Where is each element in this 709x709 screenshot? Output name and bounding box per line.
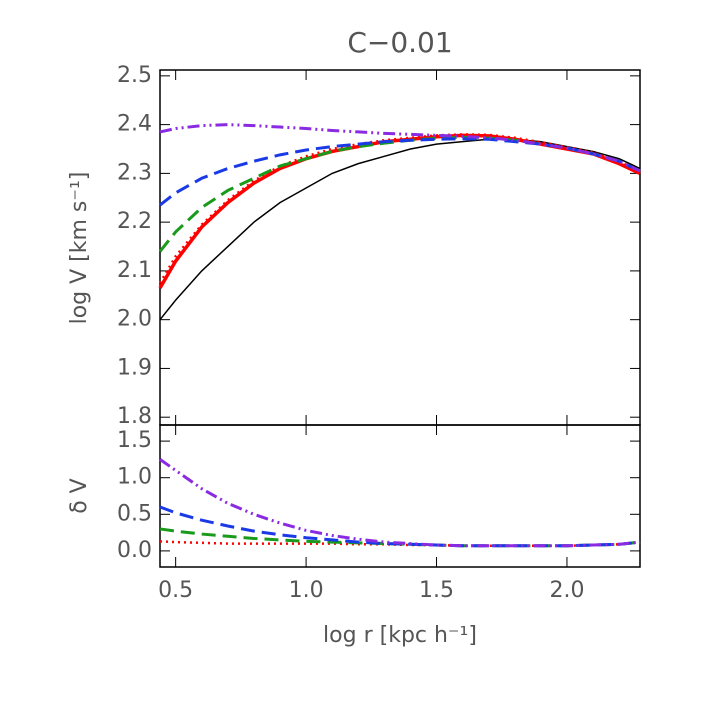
series-line <box>159 505 641 548</box>
chart-title: C−0.01 <box>347 26 452 59</box>
plot-frame <box>159 424 641 568</box>
y-tick-label: 1.9 <box>117 355 152 380</box>
series-line <box>159 458 641 548</box>
x-axis-label: log r [kpc h⁻¹] <box>323 623 477 648</box>
x-tick-label: 1.5 <box>419 578 454 603</box>
x-tick-label: 2.0 <box>549 578 584 603</box>
y-tick-label: 2.1 <box>117 258 152 283</box>
y-axis-label: log V [km s⁻¹] <box>67 172 92 325</box>
y-tick-label: 2.4 <box>117 112 152 137</box>
y-tick-label: 1.5 <box>117 428 152 453</box>
y-axis-label: δ V <box>67 478 92 514</box>
x-tick-label: 0.5 <box>158 578 193 603</box>
y-tick-label: 2.5 <box>117 63 152 88</box>
series-line <box>159 138 641 321</box>
series-line <box>158 133 641 289</box>
y-tick-label: 1.8 <box>117 404 152 429</box>
series-line <box>158 133 641 284</box>
y-tick-label: 2.3 <box>117 160 152 185</box>
y-tick-label: 0.0 <box>117 538 152 563</box>
series-line <box>159 123 641 173</box>
x-tick-label: 1.0 <box>289 578 324 603</box>
y-tick-label: 0.5 <box>117 501 152 526</box>
series-line <box>158 135 641 253</box>
y-tick-label: 2.0 <box>117 307 152 332</box>
plot-frame <box>159 69 641 426</box>
y-tick-label: 1.0 <box>117 465 152 490</box>
y-tick-label: 2.2 <box>117 209 152 234</box>
